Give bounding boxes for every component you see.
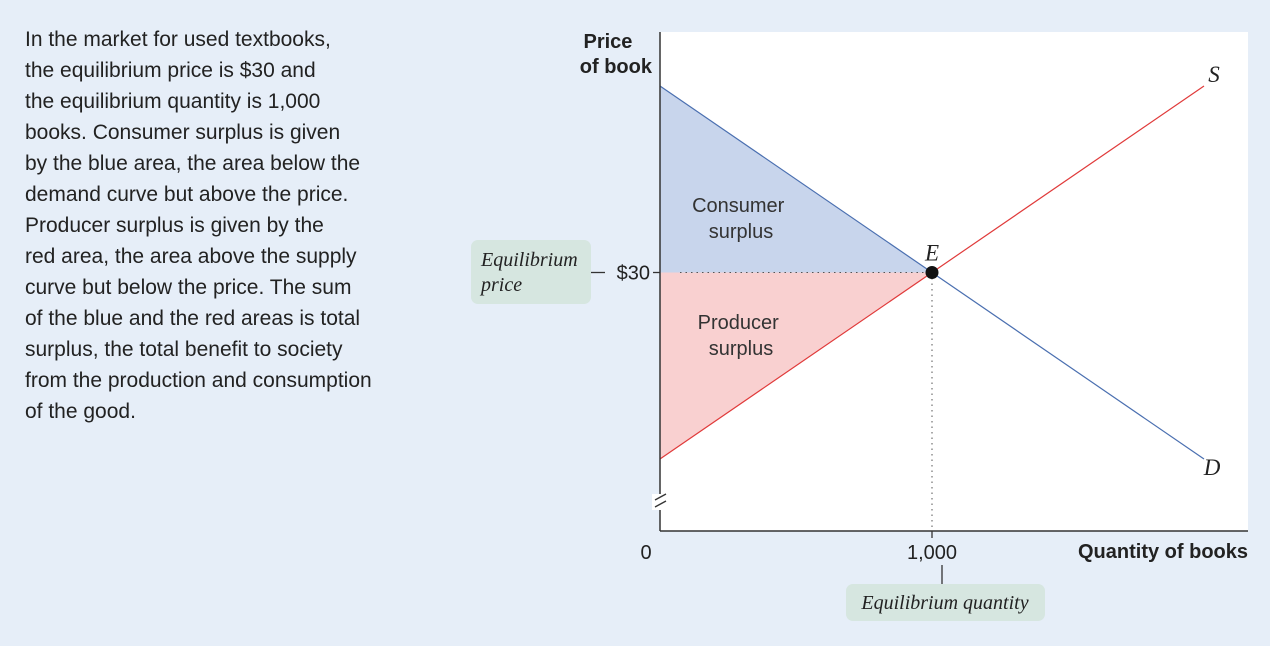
x-tick-label-zero: 0 <box>640 542 651 564</box>
producer-surplus-label-line: Producer <box>698 312 779 334</box>
equilibrium-price-callout-line: Equilibrium <box>480 249 578 271</box>
equilibrium-label: E <box>924 241 939 266</box>
caption-line: demand curve but above the price. <box>25 183 349 206</box>
x-tick-label-quantity: 1,000 <box>907 542 957 564</box>
svg-text:Equilibrium price: Equilibrium price <box>479 249 583 296</box>
caption-line: of the blue and the red areas is total <box>25 307 361 330</box>
y-axis-title: Price of book <box>580 31 653 78</box>
caption-line: the equilibrium price is $30 and <box>25 59 316 82</box>
producer-surplus-label: Producer surplus <box>698 312 785 360</box>
caption-line: surplus, the total benefit to society <box>25 338 343 361</box>
y-tick-label-price: $30 <box>617 263 650 285</box>
equilibrium-quantity-callout-text: Equilibrium quantity <box>860 592 1028 614</box>
caption-line: by the blue area, the area below the <box>25 152 361 175</box>
caption-line: books. Consumer surplus is given <box>25 121 341 144</box>
caption-line: Producer surplus is given by the <box>25 214 324 237</box>
caption-line: the equilibrium quantity is 1,000 <box>25 90 321 113</box>
caption-line: of the good. <box>25 400 136 423</box>
consumer-surplus-label-line: surplus <box>709 221 773 243</box>
caption-line: In the market for used textbooks, <box>25 28 331 51</box>
axis-break-mark <box>652 493 668 510</box>
equilibrium-price-callout-line: price <box>479 274 522 296</box>
caption-line: from the production and consumption <box>25 369 372 392</box>
caption-line: red area, the area above the supply <box>25 245 357 268</box>
caption-text: In the market for used textbooks, the eq… <box>25 24 435 427</box>
demand-label: D <box>1203 455 1221 480</box>
consumer-surplus-label: Consumer surplus <box>692 195 790 243</box>
consumer-surplus-label-line: Consumer <box>692 195 785 217</box>
equilibrium-quantity-callout: Equilibrium quantity <box>846 565 1045 621</box>
equilibrium-price-callout: Equilibrium price <box>471 240 605 304</box>
y-axis-title-line: Price <box>584 31 633 53</box>
x-axis-title: Quantity of books <box>1078 541 1248 563</box>
producer-surplus-label-line: surplus <box>709 338 773 360</box>
supply-label: S <box>1208 62 1220 87</box>
equilibrium-point <box>925 266 939 279</box>
y-axis-title-line: of book <box>580 56 653 78</box>
caption-line: curve but below the price. The sum <box>25 276 352 299</box>
